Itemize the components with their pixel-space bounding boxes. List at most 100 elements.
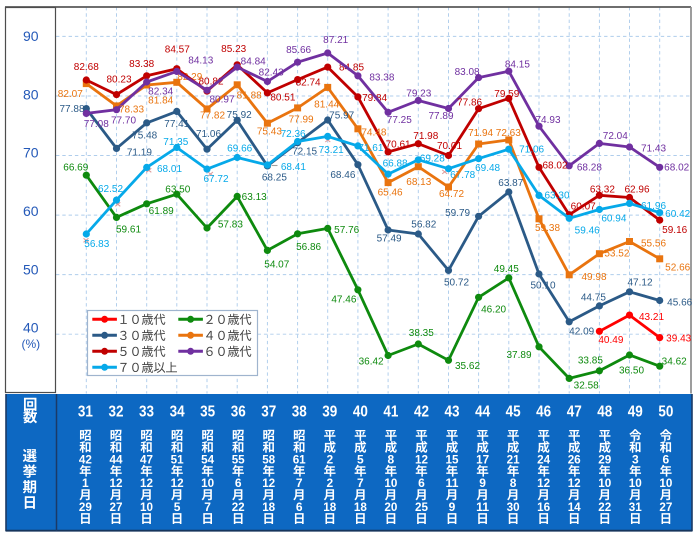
svg-text:18: 18 (262, 500, 275, 514)
svg-text:6: 6 (235, 476, 242, 490)
svg-text:81.44: 81.44 (314, 99, 339, 110)
svg-text:80.82: 80.82 (198, 77, 223, 88)
svg-text:35.62: 35.62 (455, 361, 480, 372)
svg-text:71.94: 71.94 (468, 128, 493, 139)
svg-text:54.07: 54.07 (264, 259, 289, 270)
svg-text:31: 31 (629, 500, 642, 514)
svg-text:36.50: 36.50 (619, 366, 644, 377)
svg-text:69.28: 69.28 (420, 153, 445, 164)
svg-text:40: 40 (353, 403, 368, 420)
svg-text:33.85: 33.85 (578, 355, 603, 366)
svg-text:79.84: 79.84 (362, 93, 387, 104)
svg-text:12: 12 (110, 476, 123, 490)
svg-text:70: 70 (23, 145, 39, 161)
svg-text:41: 41 (383, 403, 398, 420)
svg-text:29: 29 (79, 500, 92, 514)
svg-text:26: 26 (568, 452, 581, 466)
svg-text:67.78: 67.78 (450, 170, 475, 181)
svg-text:55: 55 (232, 452, 245, 466)
svg-text:52.66: 52.66 (665, 262, 690, 273)
svg-text:47: 47 (567, 403, 582, 420)
svg-text:68.46: 68.46 (330, 170, 355, 181)
svg-text:73.21: 73.21 (319, 145, 344, 156)
svg-text:81.84: 81.84 (148, 96, 173, 107)
svg-text:47.46: 47.46 (331, 294, 356, 305)
svg-text:22: 22 (232, 500, 245, 514)
svg-text:72.63: 72.63 (496, 128, 521, 139)
svg-text:39: 39 (322, 403, 337, 420)
svg-text:35: 35 (200, 403, 215, 420)
svg-text:33: 33 (139, 403, 154, 420)
svg-text:59.46: 59.46 (575, 225, 600, 236)
svg-text:10: 10 (629, 476, 642, 490)
svg-text:81.88: 81.88 (237, 90, 262, 101)
svg-text:57.76: 57.76 (334, 225, 359, 236)
svg-text:77.86: 77.86 (457, 98, 482, 109)
svg-text:63.32: 63.32 (590, 185, 615, 196)
svg-text:83.08: 83.08 (455, 67, 480, 78)
svg-text:77.08: 77.08 (84, 119, 109, 130)
svg-text:37: 37 (261, 403, 276, 420)
svg-text:82.43: 82.43 (259, 68, 284, 79)
svg-text:39.43: 39.43 (666, 334, 691, 345)
svg-text:66.69: 66.69 (63, 163, 88, 174)
svg-text:50: 50 (23, 261, 39, 277)
svg-text:63.30: 63.30 (544, 190, 569, 201)
svg-text:71.06: 71.06 (196, 129, 221, 140)
svg-text:46.20: 46.20 (481, 304, 506, 315)
svg-text:79.23: 79.23 (406, 89, 431, 100)
svg-text:18: 18 (323, 500, 336, 514)
svg-text:82.07: 82.07 (58, 89, 83, 100)
svg-text:12: 12 (171, 476, 184, 490)
svg-text:72.04: 72.04 (603, 131, 628, 142)
svg-text:71.19: 71.19 (127, 148, 152, 159)
svg-text:82.34: 82.34 (148, 87, 173, 98)
svg-text:56.86: 56.86 (296, 242, 321, 253)
svg-text:62.96: 62.96 (624, 185, 649, 196)
svg-text:59.16: 59.16 (662, 225, 687, 236)
svg-text:9: 9 (449, 500, 456, 514)
svg-text:29: 29 (598, 452, 611, 466)
svg-text:59.79: 59.79 (445, 208, 470, 219)
svg-text:61: 61 (293, 452, 306, 466)
svg-text:82.68: 82.68 (74, 62, 99, 73)
svg-text:11: 11 (476, 500, 489, 514)
svg-text:57.49: 57.49 (377, 234, 402, 245)
svg-text:10: 10 (384, 476, 397, 490)
svg-text:57.83: 57.83 (218, 220, 243, 231)
svg-text:80.97: 80.97 (209, 95, 234, 106)
svg-text:66.88: 66.88 (383, 159, 408, 170)
svg-text:71.35: 71.35 (163, 137, 188, 148)
svg-text:70.01: 70.01 (437, 141, 462, 152)
svg-text:53.52: 53.52 (604, 248, 629, 259)
svg-text:50.10: 50.10 (530, 281, 555, 292)
svg-text:34.62: 34.62 (662, 357, 687, 368)
svg-text:63.13: 63.13 (242, 192, 267, 203)
svg-text:40: 40 (23, 320, 39, 336)
svg-text:78.33: 78.33 (119, 104, 144, 115)
svg-text:84.13: 84.13 (188, 56, 213, 67)
svg-text:50.72: 50.72 (444, 277, 469, 288)
svg-text:69.48: 69.48 (475, 163, 500, 174)
svg-text:71.98: 71.98 (413, 131, 438, 142)
svg-text:70.61: 70.61 (386, 139, 411, 150)
svg-text:24: 24 (537, 452, 550, 466)
svg-text:14: 14 (568, 500, 581, 514)
svg-text:83.38: 83.38 (129, 59, 154, 70)
svg-text:9: 9 (479, 476, 486, 490)
svg-text:62.52: 62.52 (98, 184, 123, 195)
svg-text:38.35: 38.35 (409, 328, 434, 339)
svg-text:43: 43 (445, 403, 460, 420)
svg-text:27: 27 (110, 500, 123, 514)
svg-text:63.50: 63.50 (165, 184, 190, 195)
svg-text:56.83: 56.83 (84, 239, 109, 250)
svg-text:71.06: 71.06 (519, 145, 544, 156)
svg-text:2: 2 (326, 476, 333, 490)
svg-text:74.93: 74.93 (535, 115, 560, 126)
svg-text:43.21: 43.21 (639, 312, 664, 323)
svg-text:54: 54 (201, 452, 214, 466)
svg-text:82.74: 82.74 (296, 77, 321, 88)
svg-text:68.25: 68.25 (262, 173, 287, 184)
svg-text:32: 32 (109, 403, 124, 420)
svg-text:47.12: 47.12 (627, 277, 652, 288)
